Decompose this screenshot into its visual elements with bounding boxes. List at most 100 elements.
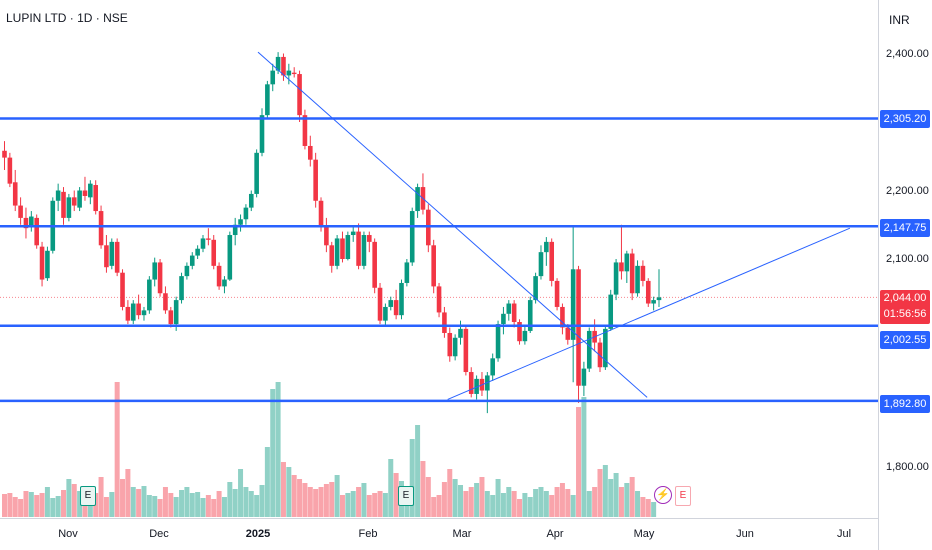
volume-bar [12,497,18,517]
volume-bar [559,483,565,517]
candle [554,278,560,311]
volume-bar [141,486,147,517]
candle [141,306,147,321]
candle [29,211,34,232]
x-label-jun: Jun [736,528,754,540]
y-tick-1800: 1,800.00 [886,461,929,473]
level-badge-2002[interactable]: 2,002.55 [880,331,930,349]
lightning-icon[interactable]: ⚡ [654,486,672,504]
candle [82,176,88,201]
volume-bar [34,495,40,517]
volume-bar [2,494,7,517]
volume-bar [109,492,115,517]
volume-bar [586,491,592,517]
symbol-title[interactable]: LUPIN LTD · 1D · NSE [6,11,128,25]
volume-bar [538,487,544,517]
level-badge-2147[interactable]: 2,147.75 [880,219,930,237]
candle [613,259,619,301]
volume-bar [393,473,399,517]
volume-bar [339,495,345,517]
x-label-apr: Apr [546,528,564,540]
candle [506,300,512,321]
candle [136,294,141,320]
volume-bar [527,497,533,517]
candle [608,289,614,331]
level-badge-1892[interactable]: 1,892.80 [880,395,930,413]
volume-bar [61,490,67,517]
volume-bar [216,491,222,517]
volume-bar [162,487,168,517]
candle [452,334,458,361]
candle [7,152,13,188]
earnings-event-feb[interactable]: E [398,486,414,506]
x-label-dec: Dec [149,528,169,540]
candle [114,238,120,277]
candle [179,272,184,304]
volume-bar [576,407,582,517]
candle [345,231,351,261]
trendlines[interactable] [257,51,851,400]
candle [420,173,426,215]
volume-bar [55,496,61,517]
candle [243,204,249,225]
candle [55,183,61,212]
candle [238,214,243,232]
candle [377,282,383,325]
volume-bar [77,491,83,517]
horizontal-levels[interactable] [0,117,878,403]
volume-bar [388,459,394,517]
candle [195,245,200,259]
candle [549,238,555,287]
volume-bar [66,479,72,517]
x-label-2025: 2025 [245,528,271,540]
volume-bar [71,484,77,517]
volume-bar [592,487,598,517]
volume-bar [447,469,453,517]
earnings-event-nov[interactable]: E [80,486,96,506]
volume-bar [382,493,388,517]
candle [560,303,565,335]
candle [109,238,115,270]
trendline[interactable] [257,51,648,398]
candle [163,286,168,314]
candle [270,63,276,92]
candle [586,327,592,373]
volume-bar [286,467,292,517]
volume-bar [264,447,270,517]
candle [576,265,581,403]
volume-bar [506,487,512,517]
price-chart[interactable] [0,0,878,518]
volume-bar [211,499,217,517]
volume-bar [238,469,244,517]
volume-bar [120,479,126,517]
volume-bar [409,439,415,517]
volume-bar [500,493,506,517]
level-badge-2305[interactable]: 2,305.20 [880,110,930,128]
candle [393,289,399,320]
candle [619,224,624,280]
currency-label[interactable]: INR [889,13,910,27]
candlesticks [2,52,662,414]
candle [71,190,77,212]
volume-bar [136,489,142,517]
candle [313,152,318,208]
candle [265,80,270,119]
volume-bar [200,498,206,517]
volume-bar [549,495,555,517]
candle [447,327,453,362]
trendline[interactable] [447,227,851,400]
last-price-badge[interactable]: 2,044.00 01:56:56 [880,290,930,324]
volume-bar [543,491,549,517]
volume-bar [98,477,104,517]
candle [297,70,302,122]
volume-bar [651,502,657,517]
candle [517,319,522,345]
volume-bar [179,490,185,517]
volume-bar [377,491,383,517]
volume-bar [361,483,367,517]
volume-bar [205,495,211,517]
candle [259,108,265,157]
candle [415,183,420,218]
earnings-event-upcoming[interactable]: E [675,486,691,506]
volume-bar [415,425,421,517]
